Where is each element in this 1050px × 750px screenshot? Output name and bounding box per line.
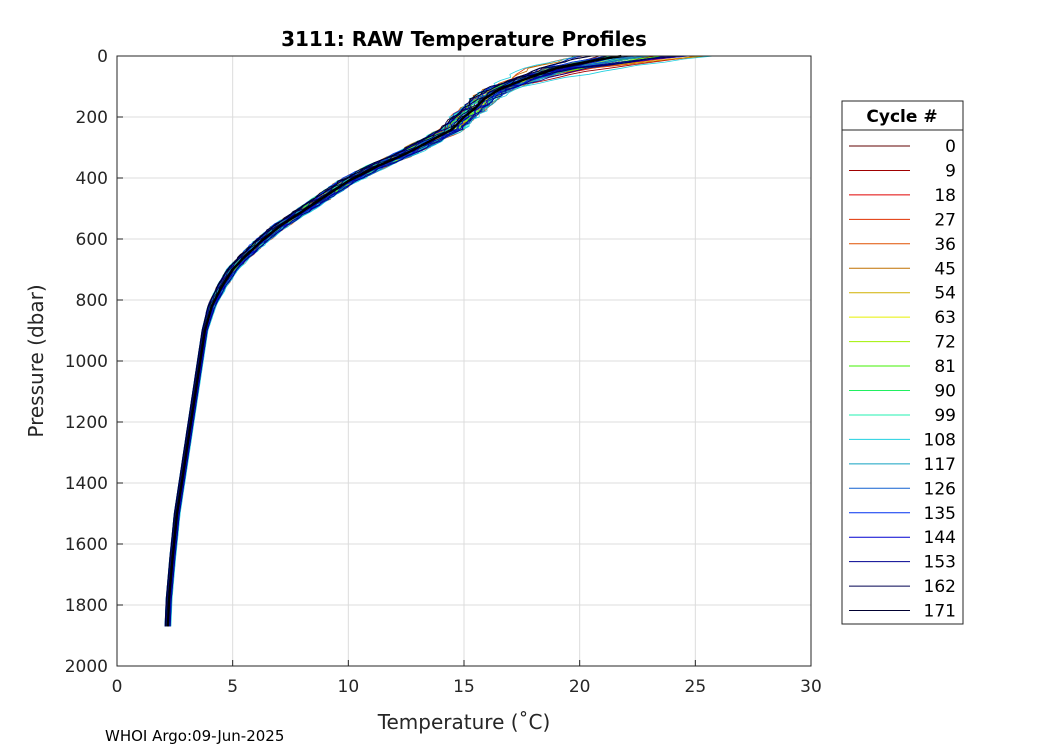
legend-label: 63 — [934, 308, 956, 328]
legend-label: 27 — [934, 210, 956, 230]
x-tick-label: 10 — [338, 677, 360, 697]
x-axis-title: Temperature (˚C) — [377, 710, 551, 734]
legend-label: 18 — [934, 186, 956, 206]
profile-line — [166, 55, 592, 627]
legend-label: 117 — [924, 455, 956, 475]
y-tick-label: 1600 — [65, 535, 108, 555]
plot-area — [116, 54, 812, 667]
x-tick-label: 0 — [112, 677, 123, 697]
y-tick-label: 0 — [97, 47, 108, 67]
x-tick-label: 30 — [800, 677, 822, 697]
x-tick-label: 20 — [569, 677, 591, 697]
legend-label: 90 — [934, 382, 956, 402]
y-tick-label: 1000 — [65, 352, 108, 372]
x-tick-label: 15 — [453, 677, 475, 697]
legend-label: 81 — [934, 357, 956, 377]
legend-label: 126 — [924, 479, 956, 499]
legend-title: Cycle # — [866, 107, 937, 127]
legend-entries: 0 9 18 27 36 45 54 63 72 81 90 99 108 117 126 135 144 153… — [849, 137, 956, 622]
legend-label: 72 — [934, 333, 956, 353]
y-tick-label: 200 — [76, 108, 108, 128]
profile-line — [165, 55, 608, 627]
chart-title: 3111: RAW Temperature Profiles — [281, 27, 647, 51]
legend-label: 171 — [924, 602, 956, 622]
legend-label: 162 — [924, 577, 956, 597]
y-tick-label: 800 — [76, 291, 108, 311]
legend-label: 54 — [934, 284, 956, 304]
profile-line — [169, 55, 677, 627]
x-axis-ticks: 0 5 10 15 20 25 30 — [112, 660, 822, 697]
legend-label: 45 — [934, 259, 956, 279]
legend-label: 135 — [924, 504, 956, 524]
profile-lines — [164, 54, 714, 627]
footer-text: WHOI Argo:09-Jun-2025 — [105, 727, 284, 745]
y-tick-label: 1400 — [65, 474, 108, 494]
legend-label: 99 — [934, 406, 956, 426]
y-tick-label: 2000 — [65, 657, 108, 677]
legend-label: 0 — [945, 137, 956, 157]
legend-label: 36 — [934, 235, 956, 255]
latest-profile-line — [166, 54, 622, 627]
y-axis-title: Pressure (dbar) — [24, 284, 48, 437]
legend-label: 9 — [945, 161, 956, 181]
y-tick-label: 600 — [76, 230, 108, 250]
y-tick-label: 1200 — [65, 413, 108, 433]
legend-label: 144 — [924, 528, 956, 548]
y-tick-label: 1800 — [65, 596, 108, 616]
legend-label: 108 — [924, 430, 956, 450]
legend: Cycle # 0 9 18 27 36 45 54 63 72 81 90 99 108 117 126 1… — [841, 100, 964, 625]
y-axis-ticks: 0 200 400 600 800 1000 1200 1400 1600 1800 2000 — [65, 47, 123, 677]
x-tick-label: 25 — [685, 677, 707, 697]
y-tick-label: 400 — [76, 169, 108, 189]
x-tick-label: 5 — [227, 677, 238, 697]
legend-label: 153 — [924, 553, 956, 573]
